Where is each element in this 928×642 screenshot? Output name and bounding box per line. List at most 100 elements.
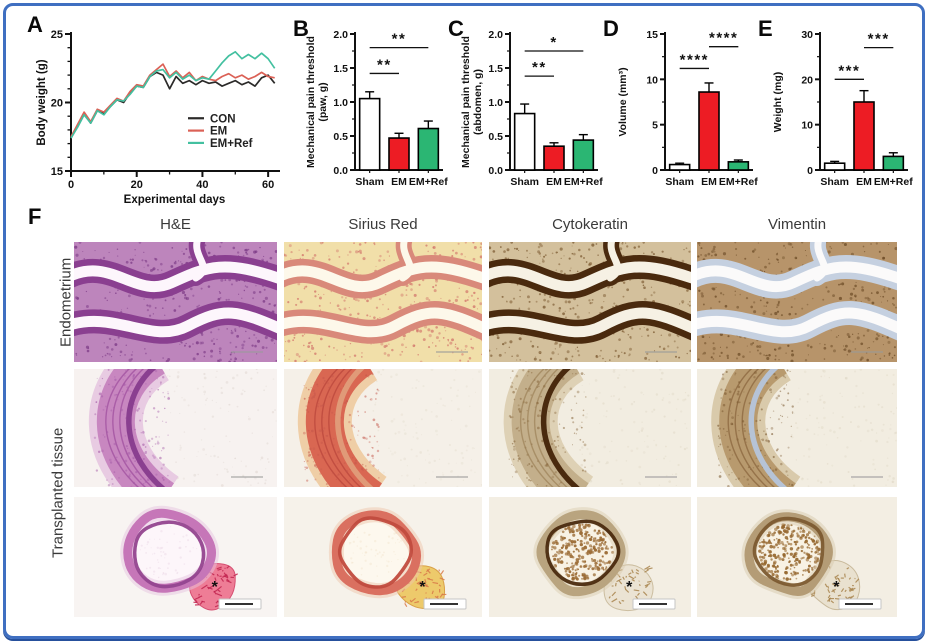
asterisk-annotation: * [626, 579, 633, 596]
histology-col-header-he: H&E [160, 216, 191, 233]
svg-text:40: 40 [196, 179, 208, 191]
chart-pain-threshold-paw: 0.0 0.5 1.0 1.5 2.0 Sham EM EM+Ref **** Mechanica… [305, 29, 448, 188]
chart-lesion-weight: 0 10 20 30 Sham EM EM+Ref *** *** Weight (mg) [772, 29, 913, 188]
series-EM [70, 63, 275, 138]
legend-label-CON: CON [210, 113, 236, 125]
legend-label-EM+Ref: EM+Ref [210, 138, 253, 150]
bar-Sham [823, 162, 846, 171]
svg-text:2.0: 2.0 [333, 29, 348, 41]
bar-EM+Ref [572, 139, 595, 171]
panel-label-a: A [27, 12, 43, 37]
series-CON [70, 71, 276, 139]
svg-text:15: 15 [51, 166, 63, 178]
svg-text:1.0: 1.0 [333, 97, 348, 109]
svg-text:0: 0 [807, 165, 813, 177]
svg-text:15: 15 [646, 29, 658, 41]
category-label-EM: EM [546, 176, 562, 188]
bar-Sham [668, 163, 691, 171]
micrograph-transplanted-tissue-whole-sirius-red: * [284, 497, 482, 617]
category-label-Sham: Sham [665, 176, 694, 188]
svg-text:1.0: 1.0 [488, 97, 503, 109]
histology-col-header-cytokeratin: Cytokeratin [552, 216, 628, 233]
significance-label: * [550, 34, 557, 51]
svg-text:1.5: 1.5 [333, 63, 348, 75]
bar-EM+Ref [882, 155, 905, 171]
bar-Sham [513, 112, 536, 171]
svg-text:20: 20 [51, 98, 63, 110]
micrograph-transplanted-tissue-wall-cytokeratin [489, 369, 691, 487]
svg-text:10: 10 [646, 74, 658, 86]
category-label-EM+Ref: EM+Ref [409, 176, 448, 188]
micrograph-transplanted-tissue-whole-vimentin: * [697, 497, 897, 617]
category-label-Sham: Sham [820, 176, 849, 188]
svg-text:0.5: 0.5 [488, 131, 503, 143]
y-axis-label: Mechanical pain threshold [460, 36, 472, 168]
category-label-Sham: Sham [355, 176, 384, 188]
asterisk-annotation: * [212, 579, 219, 596]
panel-label-b: B [293, 16, 309, 41]
asterisk-annotation: * [419, 579, 426, 596]
bar-EM+Ref [727, 161, 750, 171]
series-EM+Ref [70, 50, 276, 139]
category-label-Sham: Sham [510, 176, 539, 188]
micrograph-transplanted-tissue-wall-sirius-red [284, 369, 482, 487]
svg-text:20: 20 [801, 74, 813, 86]
svg-text:0.5: 0.5 [333, 131, 348, 143]
panel-label-f: F [28, 204, 42, 229]
category-label-EM: EM [701, 176, 717, 188]
svg-text:0: 0 [68, 179, 74, 191]
micrograph-endometrium-sirius-red [284, 242, 482, 362]
category-label-EM: EM [856, 176, 872, 188]
asterisk-annotation: * [833, 579, 840, 596]
svg-text:0.0: 0.0 [488, 165, 503, 177]
significance-label: ** [392, 31, 407, 48]
y-axis-label: Body weight (g) [36, 59, 48, 145]
panel-label-e: E [758, 16, 773, 41]
significance-label: *** [868, 31, 890, 48]
y-axis-label: Volume (mm³) [617, 67, 629, 136]
svg-text:30: 30 [801, 29, 813, 41]
significance-label: ** [377, 56, 392, 73]
svg-text:0: 0 [652, 165, 658, 177]
bar-EM [853, 101, 875, 171]
bar-EM [388, 137, 410, 171]
svg-text:25: 25 [51, 29, 63, 41]
significance-label: **** [680, 51, 709, 68]
category-label-EM: EM [391, 176, 407, 188]
histology-col-header-vimentin: Vimentin [767, 216, 827, 233]
svg-text:5: 5 [652, 120, 658, 132]
bar-EM+Ref [417, 127, 440, 171]
bar-EM [698, 91, 720, 171]
svg-text:10: 10 [801, 120, 813, 132]
panel-label-d: D [603, 16, 619, 41]
chart-lesion-volume: 0 5 10 15 Sham EM EM+Ref ******** Volume (mm³) [617, 29, 758, 188]
micrograph-transplanted-tissue-whole-cytokeratin: * [489, 497, 691, 617]
svg-text:60: 60 [262, 179, 274, 191]
panel-label-c: C [448, 16, 464, 41]
micrograph-endometrium-cytokeratin [489, 242, 691, 362]
histology-row-label-transplanted-tissue: Transplanted tissue [49, 427, 67, 559]
histology-row-label-endometrium: Endometrium [57, 257, 75, 347]
category-label-EM+Ref: EM+Ref [719, 176, 758, 188]
x-axis-label: Experimental days [124, 194, 226, 206]
bar-EM [543, 145, 565, 171]
svg-text:20: 20 [131, 179, 143, 191]
bar-Sham [358, 97, 381, 171]
y-axis-label: Weight (mg) [772, 72, 784, 132]
significance-label: ** [532, 59, 547, 76]
micrograph-transplanted-tissue-whole-he: * [74, 497, 277, 617]
svg-text:1.5: 1.5 [488, 63, 503, 75]
y-axis-label: (abdomen, g) [472, 69, 484, 135]
micrograph-transplanted-tissue-wall-vimentin [697, 369, 897, 487]
significance-label: **** [709, 30, 738, 47]
micrograph-endometrium-vimentin [697, 242, 897, 362]
category-label-EM+Ref: EM+Ref [564, 176, 603, 188]
svg-text:0.0: 0.0 [333, 165, 348, 177]
category-label-EM+Ref: EM+Ref [874, 176, 913, 188]
histology-col-header-sirius-red: Sirius Red [348, 216, 418, 233]
micrograph-endometrium-he [74, 242, 277, 362]
significance-label: *** [838, 62, 860, 79]
svg-text:2.0: 2.0 [488, 29, 503, 41]
micrograph-transplanted-tissue-wall-he [74, 369, 277, 487]
